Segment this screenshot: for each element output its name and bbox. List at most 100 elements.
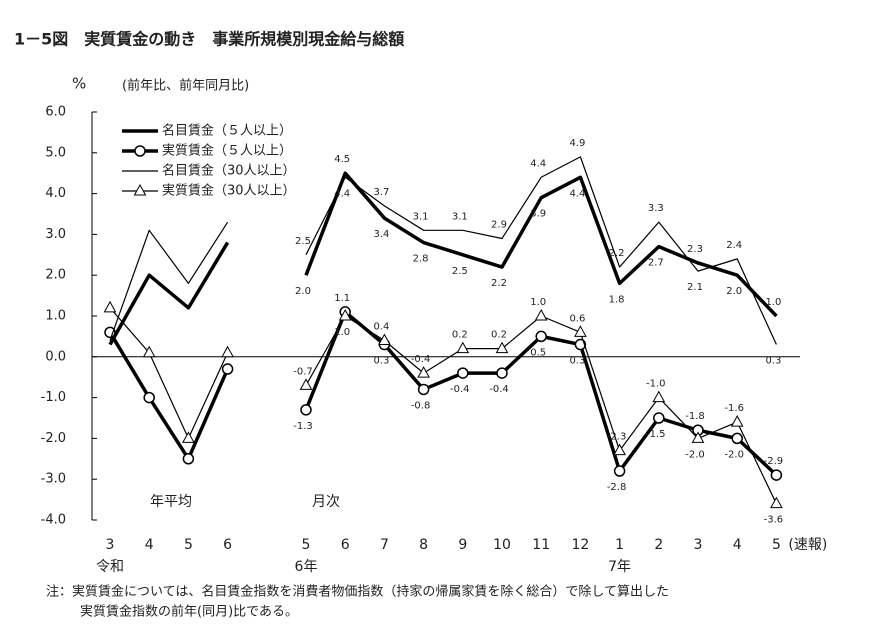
x-tick-label: 6: [223, 537, 232, 553]
x-sublabel: 7年: [608, 559, 631, 575]
data-label: 4.4: [569, 188, 585, 199]
point: [142, 345, 156, 358]
y-tick-label: -1.0: [41, 390, 66, 405]
point: [300, 404, 312, 416]
point: [770, 469, 783, 481]
point: [221, 345, 234, 358]
y-tick-label: 2.0: [45, 268, 66, 283]
data-label: -0.8: [411, 400, 431, 411]
point: [133, 183, 147, 196]
data-label: -0.7: [293, 366, 313, 377]
data-label: 3.7: [373, 187, 389, 198]
legend-label: 実質賃金（30人以上）: [162, 183, 296, 199]
point: [338, 308, 352, 321]
x-tick-label: 5: [772, 537, 781, 553]
point: [613, 465, 626, 477]
y-tick-label: 4.0: [45, 186, 66, 201]
point: [134, 145, 146, 157]
y-tick-label: 5.0: [45, 145, 66, 160]
data-label: 2.2: [491, 278, 507, 289]
data-label: 0.2: [491, 330, 507, 341]
group-label: 年平均: [150, 494, 192, 510]
data-label: 3.1: [452, 211, 468, 222]
x-tick-label: 11: [532, 537, 550, 553]
point: [574, 325, 587, 337]
data-label: 1.0: [765, 297, 781, 308]
point: [731, 432, 743, 445]
point: [770, 496, 783, 509]
point: [103, 300, 117, 313]
series-line: [304, 171, 778, 318]
x-tick-label: 8: [419, 537, 428, 553]
point: [417, 383, 430, 396]
x-tick-label: 4: [733, 537, 742, 553]
x-sublabel: 令和: [96, 559, 124, 575]
data-label: 4.4: [530, 158, 546, 169]
data-label: 2.0: [726, 286, 742, 297]
point: [378, 333, 391, 345]
data-label: 0.6: [569, 313, 585, 324]
data-label: 0.5: [530, 347, 546, 358]
data-label: 3.4: [373, 229, 389, 240]
x-tick-label: 3: [694, 537, 703, 553]
data-label: 1.0: [334, 327, 350, 338]
series-line: [305, 315, 777, 504]
series-line: [108, 241, 230, 346]
data-label: -3.6: [764, 515, 784, 526]
series-line: [108, 331, 230, 461]
data-label: -2.0: [685, 449, 705, 460]
subtitle: (前年比、前年同月比): [122, 78, 249, 94]
data-label: -2.9: [764, 456, 784, 467]
data-label: -1.5: [646, 429, 666, 440]
series-line: [109, 221, 229, 341]
data-label: 2.5: [452, 266, 468, 277]
y-tick-label: -3.0: [41, 472, 66, 487]
data-label: 2.4: [726, 240, 742, 251]
data-label: 3.3: [648, 203, 664, 214]
y-tick-label: -4.0: [41, 513, 66, 528]
data-label: 0.3: [569, 356, 585, 367]
point: [730, 415, 744, 427]
data-label: 2.2: [609, 248, 625, 259]
y-tick-label: 3.0: [45, 227, 66, 242]
data-label: -2.3: [607, 432, 627, 443]
data-label: -1.6: [724, 403, 744, 414]
point: [417, 366, 430, 378]
point: [143, 391, 155, 404]
data-label: 4.4: [334, 188, 350, 199]
data-label: 2.0: [295, 286, 311, 297]
data-label: -1.0: [646, 379, 666, 390]
legend-label: 名目賃金（５人以上）: [162, 123, 292, 139]
data-label: 1.8: [609, 294, 625, 305]
latest-note: (速報): [788, 537, 827, 553]
x-tick-label: 9: [458, 537, 467, 553]
data-label: 4.5: [334, 154, 350, 165]
x-tick-label: 5: [302, 537, 311, 553]
point: [535, 330, 547, 343]
y-tick-label: 0.0: [45, 349, 66, 364]
x-sublabel: 6年: [295, 559, 318, 575]
data-label: -2.0: [724, 449, 744, 460]
point: [534, 308, 548, 321]
chart-title: 1－5図 実質賃金の動き 事業所規模別現金給与総額: [14, 30, 404, 49]
x-tick-label: 10: [493, 537, 511, 553]
x-tick-label: 12: [571, 537, 589, 553]
data-label: -0.4: [411, 354, 431, 365]
data-label: 3.9: [530, 209, 546, 220]
y-unit: %: [72, 75, 86, 93]
point: [457, 367, 469, 379]
data-label: 4.9: [569, 138, 585, 149]
point: [221, 363, 234, 375]
point: [456, 341, 470, 354]
note: 注：実質賃金については、名目賃金指数を消費者物価指数（持家の帰属家賃を除く総合）…: [46, 584, 669, 600]
point: [691, 431, 705, 443]
data-label: -1.3: [293, 421, 313, 432]
data-label: -0.4: [489, 384, 509, 395]
x-tick-label: 7: [380, 537, 389, 553]
x-tick-label: 5: [184, 537, 193, 553]
series-line: [305, 156, 777, 345]
note: 実質賃金指数の前年(同月)比である。: [80, 604, 298, 620]
x-tick-label: 6: [341, 537, 350, 553]
point: [613, 443, 626, 456]
data-label: 2.3: [687, 244, 703, 255]
